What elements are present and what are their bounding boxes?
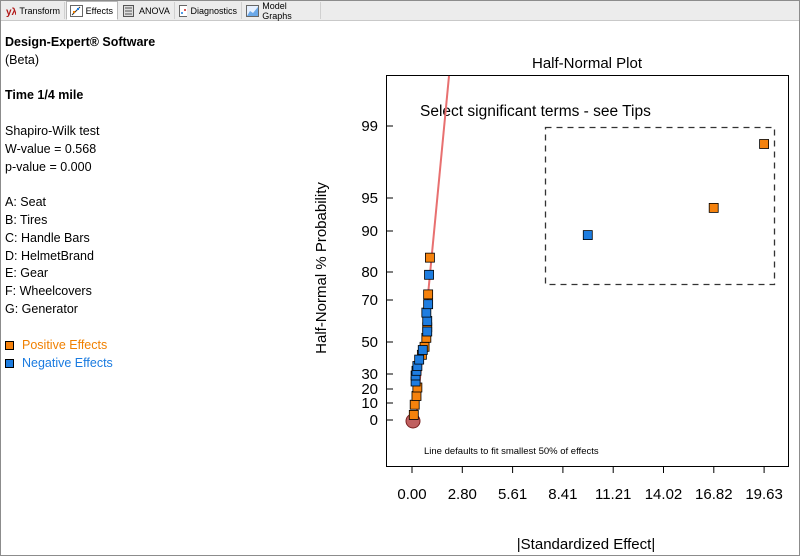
positive-effect-point[interactable] bbox=[408, 409, 419, 420]
p-value: p-value = 0.000 bbox=[5, 159, 92, 174]
svg-text:yλ: yλ bbox=[6, 7, 16, 17]
y-axis-label: Half-Normal % Probability bbox=[313, 182, 330, 354]
legend-negative: Negative Effects bbox=[5, 355, 155, 373]
positive-effect-point[interactable] bbox=[409, 399, 420, 410]
positive-effect-point[interactable] bbox=[708, 202, 719, 213]
anova-icon bbox=[123, 4, 134, 17]
factor-d: D: HelmetBrand bbox=[5, 248, 94, 263]
negative-effect-point[interactable] bbox=[414, 354, 425, 365]
test-name: Shapiro-Wilk test bbox=[5, 123, 100, 138]
y-tick-label: 70 bbox=[361, 292, 378, 309]
y-tick-label: 10 bbox=[361, 395, 378, 412]
tab-label: Effects bbox=[85, 5, 113, 16]
factor-a: A: Seat bbox=[5, 195, 46, 210]
negative-marker-icon bbox=[5, 359, 14, 369]
tab-effects[interactable]: Effects bbox=[66, 1, 118, 20]
positive-effect-point[interactable] bbox=[411, 391, 422, 401]
y-tick-label: 90 bbox=[361, 223, 378, 240]
y-tick-label: 30 bbox=[361, 366, 378, 383]
positive-effect-point[interactable] bbox=[423, 289, 434, 300]
negative-effect-point[interactable] bbox=[423, 299, 434, 310]
negative-effect-point[interactable] bbox=[421, 307, 432, 318]
legend-positive: Positive Effects bbox=[5, 337, 155, 355]
tab-label: Transform bbox=[19, 5, 60, 16]
negative-effect-point[interactable] bbox=[417, 345, 428, 355]
plot-area[interactable] bbox=[386, 75, 789, 467]
tab-label: ANOVA bbox=[139, 5, 170, 16]
negative-effect-point[interactable] bbox=[424, 269, 434, 280]
chart-footnote: Line defaults to fit smallest 50% of eff… bbox=[424, 446, 599, 457]
y-tick-label: 80 bbox=[361, 264, 378, 281]
model-graphs-icon bbox=[246, 4, 259, 17]
x-axis-label: |Standardized Effect| bbox=[517, 536, 655, 553]
software-name: Design-Expert® Software bbox=[5, 35, 156, 49]
positive-marker-icon bbox=[5, 341, 14, 351]
info-panel: Design-Expert® Software (Beta) Time 1/4 … bbox=[5, 34, 155, 373]
y-tick-label: 20 bbox=[361, 381, 378, 398]
factor-e: E: Gear bbox=[5, 266, 49, 281]
transform-icon: yλ bbox=[6, 7, 16, 17]
negative-label: Negative Effects bbox=[22, 355, 113, 370]
factor-f: F: Wheelcovers bbox=[5, 284, 92, 299]
negative-effect-point[interactable] bbox=[582, 230, 593, 241]
software-beta: (Beta) bbox=[5, 52, 40, 67]
x-tick-label: 14.02 bbox=[645, 486, 683, 503]
tab-transform[interactable]: yλ Transform bbox=[3, 2, 65, 19]
tab-diagnostics[interactable]: Diagnostics bbox=[176, 2, 242, 19]
w-value: W-value = 0.568 bbox=[5, 141, 97, 156]
positive-label: Positive Effects bbox=[22, 337, 108, 352]
positive-effect-point[interactable] bbox=[425, 252, 435, 263]
tab-label: Diagnostics bbox=[190, 5, 237, 16]
y-tick-label: 0 bbox=[370, 412, 378, 429]
negative-effect-point[interactable] bbox=[422, 326, 433, 337]
factor-b: B: Tires bbox=[5, 212, 48, 227]
selection-box[interactable] bbox=[544, 126, 776, 286]
factor-c: C: Handle Bars bbox=[5, 230, 90, 245]
x-axis-ticks: 0.00 2.80 5.61 8.41 11.21 14.02 16.82 19.63 bbox=[397, 467, 783, 503]
chart-title: Half-Normal Plot bbox=[532, 55, 643, 72]
x-tick-label: 0.00 bbox=[397, 486, 426, 503]
x-tick-label: 19.63 bbox=[745, 486, 783, 503]
diagnostics-icon bbox=[179, 4, 188, 17]
x-tick-label: 2.80 bbox=[448, 486, 477, 503]
x-tick-label: 8.41 bbox=[548, 486, 577, 503]
tab-model-graphs[interactable]: Model Graphs bbox=[243, 0, 321, 21]
tab-label: Model Graphs bbox=[262, 0, 292, 21]
effects-icon bbox=[70, 4, 83, 17]
response-name: Time 1/4 mile bbox=[5, 88, 84, 103]
x-tick-label: 16.82 bbox=[695, 486, 733, 503]
y-tick-label: 50 bbox=[361, 334, 378, 351]
x-tick-label: 11.21 bbox=[595, 486, 631, 503]
tab-bar: yλ Transform Effects ANOVA Diagnostics M… bbox=[1, 1, 799, 21]
negative-effect-point[interactable] bbox=[422, 316, 433, 326]
y-tick-label: 99 bbox=[361, 118, 378, 135]
positive-effect-point[interactable] bbox=[759, 139, 769, 149]
x-tick-label: 5.61 bbox=[498, 486, 527, 503]
tab-anova[interactable]: ANOVA bbox=[119, 2, 175, 19]
effect-points[interactable] bbox=[408, 139, 769, 420]
chart-annotation: Select significant terms - see Tips bbox=[420, 103, 651, 120]
y-tick-label: 95 bbox=[361, 190, 378, 207]
factor-g: G: Generator bbox=[5, 301, 78, 316]
